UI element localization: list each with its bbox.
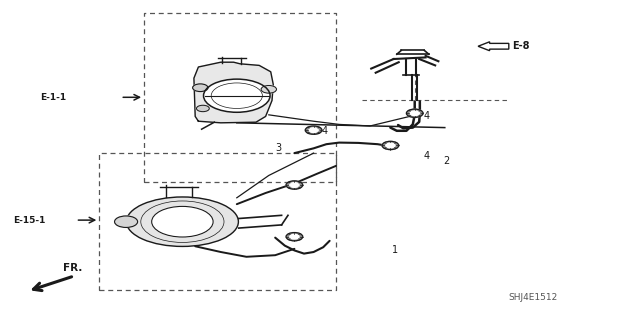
Text: 3: 3 xyxy=(275,143,282,153)
Text: E-1-1: E-1-1 xyxy=(40,93,66,102)
Circle shape xyxy=(410,111,419,115)
Text: SHJ4E1512: SHJ4E1512 xyxy=(509,293,558,302)
Ellipse shape xyxy=(126,197,238,246)
Circle shape xyxy=(115,216,138,227)
Text: 4: 4 xyxy=(291,233,298,243)
Circle shape xyxy=(196,105,209,112)
Circle shape xyxy=(286,233,303,241)
Text: E-8: E-8 xyxy=(512,41,529,51)
Circle shape xyxy=(261,85,276,93)
Circle shape xyxy=(382,141,399,150)
Circle shape xyxy=(406,109,423,117)
Text: E-15-1: E-15-1 xyxy=(13,216,45,225)
Text: FR.: FR. xyxy=(63,263,82,273)
Circle shape xyxy=(309,128,318,132)
Polygon shape xyxy=(194,62,273,123)
Circle shape xyxy=(193,84,208,92)
Circle shape xyxy=(286,181,303,189)
Text: 4: 4 xyxy=(424,111,430,122)
Text: 4: 4 xyxy=(291,182,298,192)
FancyArrow shape xyxy=(478,42,509,51)
Circle shape xyxy=(204,79,270,112)
Circle shape xyxy=(386,143,395,148)
Circle shape xyxy=(305,126,322,134)
Text: 4: 4 xyxy=(321,126,328,136)
Circle shape xyxy=(152,206,213,237)
Circle shape xyxy=(290,183,299,187)
Text: 4: 4 xyxy=(424,151,430,161)
Circle shape xyxy=(290,234,299,239)
Text: 1: 1 xyxy=(392,245,398,256)
Text: 2: 2 xyxy=(443,156,449,166)
